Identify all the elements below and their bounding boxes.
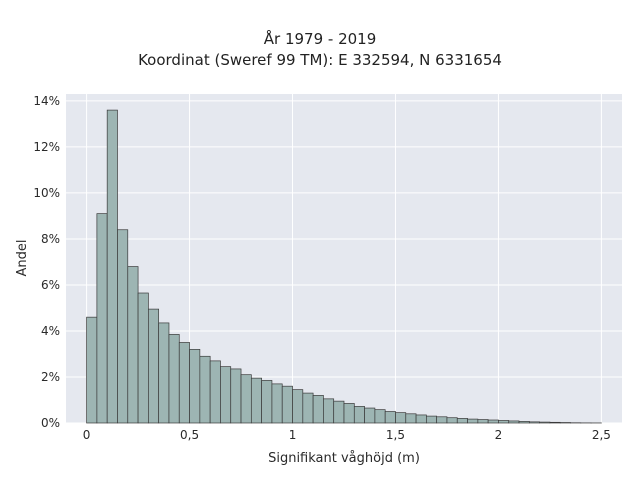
histogram-bar [405, 413, 417, 424]
histogram-bar [261, 380, 273, 424]
histogram-bar [168, 334, 180, 424]
y-tick-label: 14% [33, 94, 60, 108]
y-tick-label: 4% [41, 324, 60, 338]
chart-title: År 1979 - 2019 [263, 30, 377, 48]
histogram-bar [487, 419, 499, 424]
histogram-bar [271, 383, 283, 424]
y-tick-labels: 0% 2% 4% 6% 8% 10% 12% 14% [33, 94, 60, 430]
histogram-bar [178, 342, 190, 424]
histogram-bar [209, 360, 221, 424]
histogram-bar [240, 374, 252, 424]
histogram-bar [323, 398, 335, 424]
y-tick-label: 12% [33, 140, 60, 154]
histogram-bar [96, 213, 108, 424]
histogram-bar [106, 109, 118, 424]
x-axis-label: Signifikant våghöjd (m) [268, 451, 420, 466]
x-tick-label: 0 [83, 428, 91, 442]
histogram-bar [302, 392, 314, 424]
histogram-bar [384, 411, 396, 424]
y-tick-label: 2% [41, 370, 60, 384]
x-tick-label: 0,5 [180, 428, 199, 442]
x-gridlines [86, 94, 602, 423]
histogram-bar [508, 420, 520, 424]
histogram-bar [292, 389, 304, 424]
histogram-bar [364, 407, 376, 424]
histogram-bar [148, 308, 160, 424]
histogram-bar [446, 417, 458, 424]
histogram-bar [189, 349, 201, 424]
histogram-bar [137, 292, 149, 424]
histogram-bar [312, 395, 324, 424]
histogram-bar [498, 420, 510, 424]
histogram-bar [117, 229, 129, 424]
histogram-bar [456, 418, 468, 424]
histogram-bar [477, 419, 489, 424]
x-tick-label: 1,5 [386, 428, 405, 442]
histogram-bar [415, 414, 427, 424]
y-tick-label: 8% [41, 232, 60, 246]
histogram-bar [220, 366, 232, 424]
histogram-bar [343, 403, 355, 424]
x-tick-label: 2,5 [592, 428, 611, 442]
y-axis-label: Andel [15, 240, 30, 277]
x-tick-label: 1 [289, 428, 297, 442]
chart-subtitle: Koordinat (Sweref 99 TM): E 332594, N 63… [138, 51, 502, 69]
histogram-bar [395, 412, 407, 424]
y-tick-label: 6% [41, 278, 60, 292]
histogram-bar [281, 385, 293, 424]
histogram-bar [528, 421, 540, 424]
histogram-bar [199, 355, 211, 424]
histogram-bar [518, 421, 530, 424]
histogram-bars [86, 109, 602, 424]
y-tick-label: 10% [33, 186, 60, 200]
histogram-bar [539, 421, 551, 424]
histogram-bar [333, 400, 345, 424]
histogram-bar [467, 418, 479, 424]
histogram-bar [86, 316, 98, 424]
histogram-bar [353, 406, 365, 424]
histogram-bar [374, 409, 386, 424]
histogram-bar [158, 322, 170, 424]
histogram-bar [230, 368, 242, 424]
histogram-bar [436, 416, 448, 424]
histogram-bar [127, 266, 139, 424]
x-tick-label: 2 [495, 428, 503, 442]
y-tick-label: 0% [41, 416, 60, 430]
histogram-bar [250, 377, 262, 424]
histogram-bar [549, 421, 561, 424]
histogram-bar [426, 415, 438, 424]
x-tick-labels: 0 0,5 1 1,5 2 2,5 [83, 428, 611, 442]
